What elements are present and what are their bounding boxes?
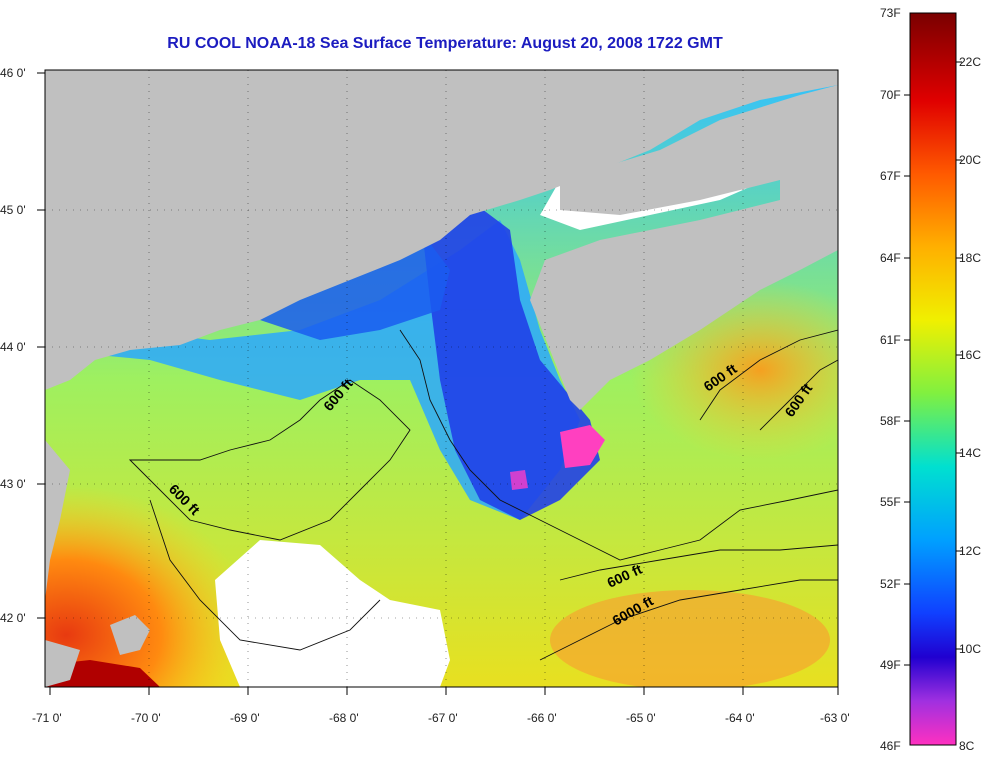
contour-600ft-4 xyxy=(559,544,838,581)
land-new-england xyxy=(45,70,838,390)
y-axis-ticks xyxy=(37,72,45,619)
colorbar-f-label: 67F xyxy=(880,169,901,183)
land-cape-cod xyxy=(110,615,150,655)
x-tick-label: -66 0' xyxy=(527,711,557,725)
colorbar-f-label: 64F xyxy=(880,251,901,265)
map-frame xyxy=(44,69,839,688)
x-tick-label: -71 0' xyxy=(32,711,62,725)
x-tick-label: -63 0' xyxy=(820,711,850,725)
colorbar-c-label: 10C xyxy=(959,642,981,656)
colorbar-ticks xyxy=(904,61,962,666)
land-nova-scotia xyxy=(530,85,838,410)
x-tick-label: -65 0' xyxy=(626,711,656,725)
y-tick-label: 46 0' xyxy=(0,66,26,80)
colorbar-f-label: 70F xyxy=(880,88,901,102)
upwelling-patch-small xyxy=(510,470,528,490)
contour-6000ft xyxy=(539,579,838,661)
colorbar-c-label: 18C xyxy=(959,251,981,265)
map-plot-area xyxy=(45,70,838,687)
x-tick-label: -64 0' xyxy=(725,711,755,725)
contour-600ft-5 xyxy=(699,329,838,421)
x-tick-label: -70 0' xyxy=(131,711,161,725)
colorbar-f-label: 49F xyxy=(880,658,901,672)
colorbar-c-label: 20C xyxy=(959,153,981,167)
colorbar-f-label: 55F xyxy=(880,495,901,509)
colorbar-c-label: 8C xyxy=(959,739,975,753)
x-tick-label: -69 0' xyxy=(230,711,260,725)
contour-600ft-3 xyxy=(399,329,838,561)
colorbar xyxy=(909,12,957,746)
land-south-coast xyxy=(45,640,80,687)
colorbar-f-label: 61F xyxy=(880,333,901,347)
colorbar-c-label: 22C xyxy=(959,55,981,69)
cold-plume xyxy=(420,200,600,520)
contour-600ft-2 xyxy=(149,499,381,651)
y-tick-label: 45 0' xyxy=(0,203,26,217)
map-title: RU COOL NOAA-18 Sea Surface Temperature:… xyxy=(167,35,723,52)
colorbar-f-label: 46F xyxy=(880,739,901,753)
colorbar-f-label: 73F xyxy=(880,6,901,20)
colorbar-c-label: 16C xyxy=(959,348,981,362)
y-tick-label: 44 0' xyxy=(0,340,26,354)
x-axis-ticks xyxy=(49,687,839,695)
cloud-cover-south xyxy=(215,540,450,687)
colorbar-f-label: 58F xyxy=(880,414,901,428)
contour-600ft-1 xyxy=(128,379,411,541)
colorbar-c-label: 14C xyxy=(959,446,981,460)
x-tick-label: -67 0' xyxy=(428,711,458,725)
y-tick-label: 43 0' xyxy=(0,477,26,491)
land-massachusetts xyxy=(45,440,70,600)
x-tick-label: -68 0' xyxy=(329,711,359,725)
warm-water-southeast xyxy=(550,590,830,687)
depth-contours xyxy=(128,329,838,661)
y-tick-label: 42 0' xyxy=(0,611,26,625)
colorbar-f-label: 52F xyxy=(880,577,901,591)
contour-600ft-6 xyxy=(759,359,838,431)
colorbar-c-label: 12C xyxy=(959,544,981,558)
upwelling-patch xyxy=(560,425,605,468)
grid-lines xyxy=(45,70,838,687)
